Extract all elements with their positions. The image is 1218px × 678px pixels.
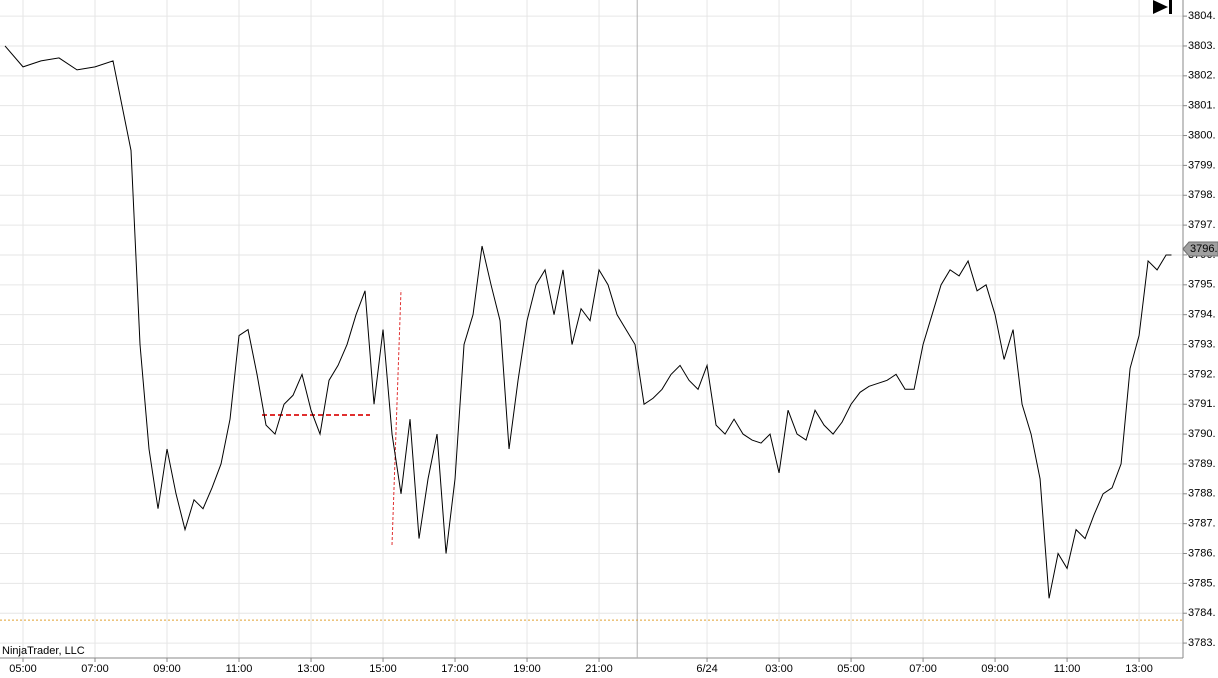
x-tick-label: 17:00 xyxy=(441,663,469,675)
x-tick-label: 07:00 xyxy=(81,663,109,675)
y-tick-label: 3798. xyxy=(1188,189,1216,201)
x-tick-label: 05:00 xyxy=(9,663,37,675)
y-tick-label: 3797. xyxy=(1188,219,1216,231)
x-tick-label: 09:00 xyxy=(153,663,181,675)
play-icon[interactable] xyxy=(1153,0,1172,14)
x-tick-label: 15:00 xyxy=(369,663,397,675)
x-tick-label: 13:00 xyxy=(1125,663,1153,675)
y-tick-label: 3799. xyxy=(1188,159,1216,171)
y-tick-label: 3784. xyxy=(1188,607,1216,619)
y-tick-label: 3803. xyxy=(1188,40,1216,52)
y-tick-label: 3788. xyxy=(1188,488,1216,500)
y-tick-label: 3801. xyxy=(1188,100,1216,112)
x-tick-label: 21:00 xyxy=(585,663,613,675)
y-tick-label: 3786. xyxy=(1188,547,1216,559)
x-tick-label: 11:00 xyxy=(226,663,253,675)
y-tick-label: 3802. xyxy=(1188,70,1216,82)
x-tick-label: 11:00 xyxy=(1054,663,1081,675)
y-tick-label: 3787. xyxy=(1188,518,1216,530)
y-tick-label: 3795. xyxy=(1188,279,1216,291)
drawn-line xyxy=(391,289,402,546)
x-tick-label: 09:00 xyxy=(981,663,1009,675)
x-tick-label: 05:00 xyxy=(837,663,865,675)
y-tick-label: 3783. xyxy=(1188,637,1216,649)
x-tick-label: 6/24 xyxy=(696,663,717,675)
y-tick-label: 3792. xyxy=(1188,368,1216,380)
y-tick-label: 3790. xyxy=(1188,428,1216,440)
y-tick-label: 3804. xyxy=(1188,10,1216,22)
y-tick-label: 3800. xyxy=(1188,129,1216,141)
y-tick-label: 3791. xyxy=(1188,398,1216,410)
last-price-marker xyxy=(1182,241,1218,257)
y-tick-label: 3794. xyxy=(1188,309,1216,321)
x-tick-label: 03:00 xyxy=(765,663,793,675)
copyright: NinjaTrader, LLC xyxy=(2,645,85,657)
x-tick-label: 19:00 xyxy=(513,663,541,675)
x-tick-label: 13:00 xyxy=(297,663,325,675)
y-tick-label: 3789. xyxy=(1188,458,1216,470)
last-price-label: 3796. xyxy=(1190,243,1218,255)
price-line xyxy=(4,45,1172,599)
y-tick-label: 3793. xyxy=(1188,338,1216,350)
x-tick-label: 07:00 xyxy=(909,663,937,675)
y-tick-label: 3785. xyxy=(1188,577,1216,589)
